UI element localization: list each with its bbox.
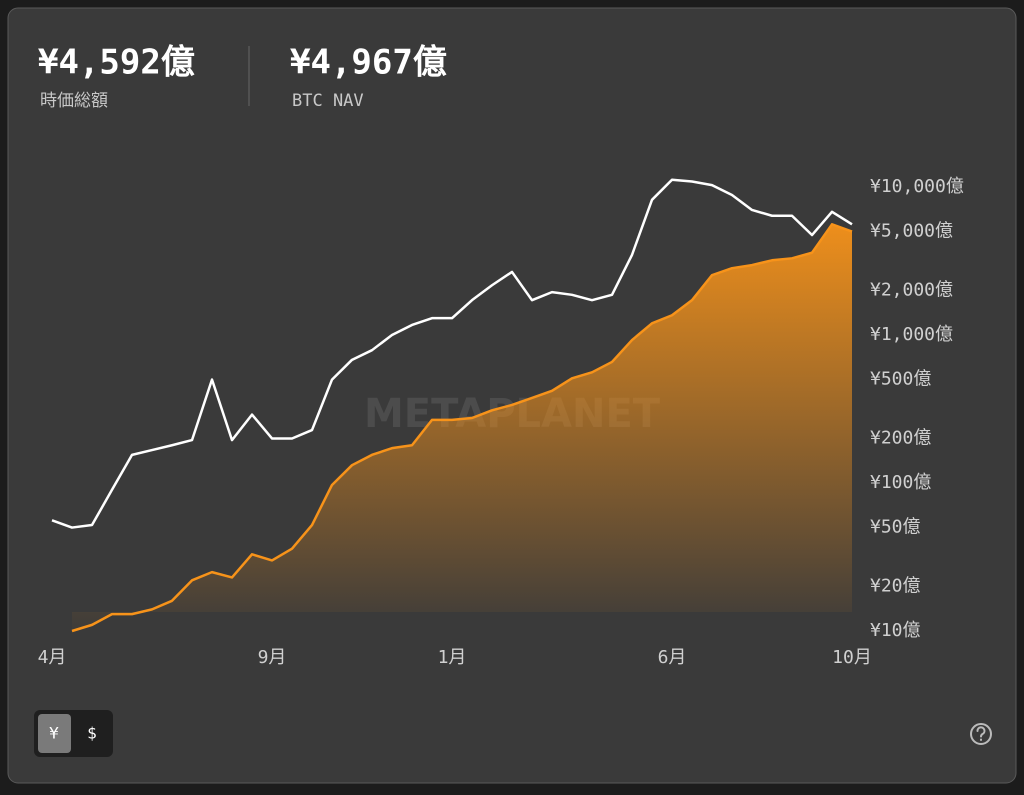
x-tick-label: 4月 bbox=[38, 647, 67, 668]
x-tick-label: 9月 bbox=[258, 647, 287, 668]
market-cap-label: 時価総額 bbox=[40, 91, 108, 111]
nav-line bbox=[71, 223, 853, 633]
yen-button[interactable] bbox=[38, 714, 71, 753]
x-tick-label: 10月 bbox=[832, 647, 872, 668]
market-cap-value: ¥4,592億 bbox=[38, 43, 195, 83]
y-tick-label: ¥2,000億 bbox=[870, 279, 953, 300]
y-tick-label: ¥1,000億 bbox=[870, 324, 953, 345]
y-tick-label: ¥50億 bbox=[870, 517, 921, 538]
dollar-button-label[interactable]: $ bbox=[87, 724, 97, 743]
y-tick-label: ¥10億 bbox=[870, 620, 921, 641]
y-tick-label: ¥5,000億 bbox=[870, 221, 953, 242]
market-cap-line bbox=[51, 178, 853, 529]
y-tick-label: ¥20億 bbox=[870, 575, 921, 596]
y-tick-label: ¥500億 bbox=[870, 369, 931, 390]
y-tick-label: ¥10,000億 bbox=[870, 176, 964, 197]
y-tick-label: ¥200億 bbox=[870, 427, 931, 448]
nav-area bbox=[72, 224, 852, 631]
help-icon[interactable] bbox=[970, 723, 992, 745]
x-tick-label: 1月 bbox=[438, 647, 467, 668]
btc-nav-label: BTC NAV bbox=[292, 91, 364, 111]
x-tick-label: 6月 bbox=[658, 647, 687, 668]
btc-nav-value: ¥4,967億 bbox=[290, 43, 447, 83]
yen-button-label[interactable]: ¥ bbox=[49, 724, 59, 743]
help-icon-glyph bbox=[976, 726, 986, 741]
y-tick-label: ¥100億 bbox=[870, 472, 931, 493]
plot: ¥10億 ¥20億 ¥50億 ¥100億 ¥200億 ¥500億 ¥1,000億 ¥2,000… bbox=[38, 176, 964, 668]
